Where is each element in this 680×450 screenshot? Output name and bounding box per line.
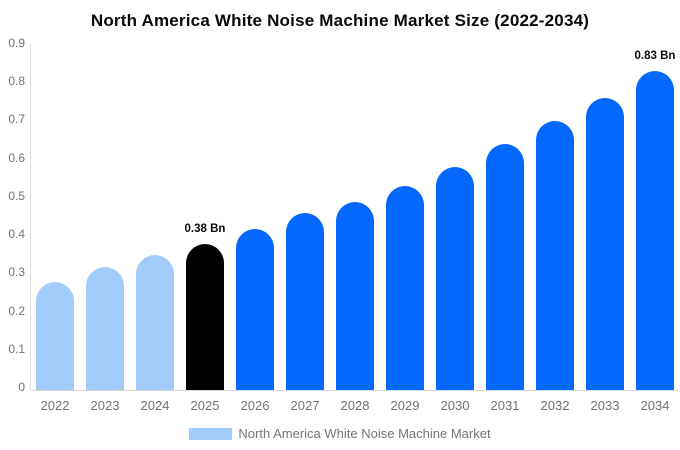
x-axis-line: [30, 390, 678, 391]
y-tick-label-0: 0: [18, 380, 25, 394]
bar-2033: [586, 97, 624, 390]
x-tick-label-2022: 2022: [40, 398, 70, 413]
bar-2024: [136, 255, 174, 390]
bar-2022: [36, 282, 74, 390]
bar-2028: [336, 201, 374, 390]
bar-2030: [436, 167, 474, 390]
y-tick-label-0.4: 0.4: [8, 227, 25, 242]
x-tick-label-2024: 2024: [140, 398, 170, 413]
legend-swatch: [189, 427, 233, 440]
bar-2029: [386, 186, 424, 390]
y-tick-label-0.9: 0.9: [8, 36, 25, 50]
x-tick-label-2026: 2026: [240, 398, 270, 413]
y-tick-label-0.5: 0.5: [8, 188, 25, 203]
x-tick-label-2032: 2032: [540, 398, 570, 413]
x-tick-label-2029: 2029: [390, 398, 420, 413]
chart-title: North America White Noise Machine Market…: [90, 11, 590, 30]
bar-value-label-2034: 0.83 Bn: [634, 49, 676, 62]
bar-2027: [286, 213, 324, 390]
x-tick-label-2027: 2027: [290, 398, 320, 413]
y-tick-label-0.7: 0.7: [8, 112, 25, 127]
bar-2031: [486, 143, 524, 390]
x-tick-label-2025: 2025: [190, 398, 220, 413]
y-tick-label-0.1: 0.1: [8, 341, 25, 356]
x-tick-label-2033: 2033: [590, 398, 620, 413]
bar-2034: [636, 70, 674, 390]
bar-2032: [536, 120, 574, 390]
x-tick-label-2030: 2030: [440, 398, 470, 413]
y-tick-label-0.8: 0.8: [8, 74, 25, 89]
y-tick-label-0.3: 0.3: [8, 265, 25, 280]
y-axis-line: [30, 44, 31, 390]
legend-label: North America White Noise Machine Market: [238, 426, 491, 441]
y-tick-label-0.2: 0.2: [8, 303, 25, 318]
legend: North America White Noise Machine Market: [0, 426, 680, 441]
x-tick-label-2034: 2034: [640, 398, 670, 413]
x-tick-label-2023: 2023: [90, 398, 120, 413]
y-tick-label-0.6: 0.6: [8, 150, 25, 165]
x-tick-label-2031: 2031: [490, 398, 520, 413]
bar-2023: [86, 266, 124, 390]
bar-value-label-2025: 0.38 Bn: [184, 222, 226, 235]
bar-2026: [236, 228, 274, 390]
x-tick-label-2028: 2028: [340, 398, 370, 413]
bar-2025: [186, 243, 224, 390]
